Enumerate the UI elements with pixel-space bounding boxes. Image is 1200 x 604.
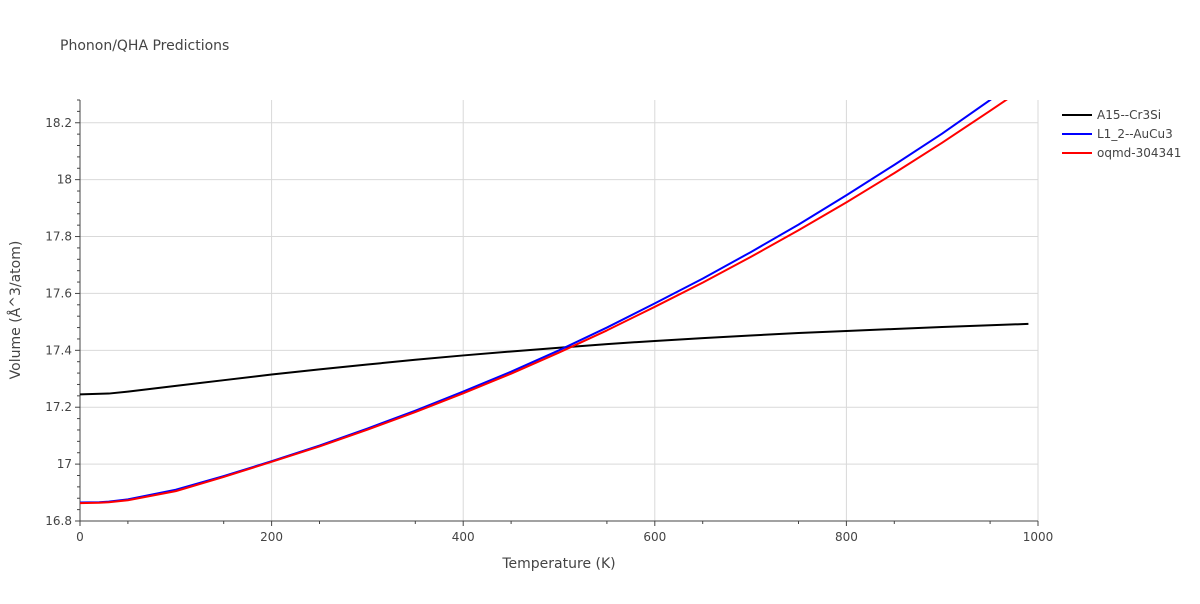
x-tick-label: 800 [835,530,858,544]
y-tick-label: 17.6 [45,286,72,300]
axis-layer: 0 200 400 600 800 1000 16.8 17 17.2 17.4 17.6 17.8 1… [45,99,1054,544]
x-tick-label: 200 [260,530,283,544]
y-tick-label: 17.8 [45,230,72,244]
x-axis-title: Temperature (K) [501,556,615,572]
y-tick-label: 17.4 [45,343,72,357]
legend-label: oqmd-304341 [1097,146,1181,160]
legend-item[interactable]: L1_2--AuCu3 [1062,127,1173,141]
x-tick-label: 600 [643,530,666,544]
x-tick-label: 0 [76,530,84,544]
legend-item[interactable]: A15--Cr3Si [1062,108,1161,122]
y-tick-label: 17 [57,457,72,471]
legend[interactable]: A15--Cr3Si L1_2--AuCu3 oqmd-304341 [1062,108,1181,160]
legend-item[interactable]: oqmd-304341 [1062,146,1181,160]
series-line-1[interactable] [80,73,1028,504]
series-line-2[interactable] [80,85,1028,505]
y-axis-title: Volume (Å^3/atom) [7,241,24,380]
grid-layer [80,100,1039,522]
y-tick-label: 17.2 [45,400,72,414]
y-tick-label: 18 [57,173,72,187]
x-tick-label: 1000 [1023,530,1054,544]
series-layer [80,73,1029,505]
y-tick-label: 18.2 [45,116,72,130]
legend-label: L1_2--AuCu3 [1097,127,1173,141]
y-tick-label: 16.8 [45,514,72,528]
series-line-0[interactable] [80,322,1029,396]
x-tick-label: 400 [452,530,475,544]
legend-label: A15--Cr3Si [1097,108,1161,122]
chart-title: Phonon/QHA Predictions [60,38,229,54]
